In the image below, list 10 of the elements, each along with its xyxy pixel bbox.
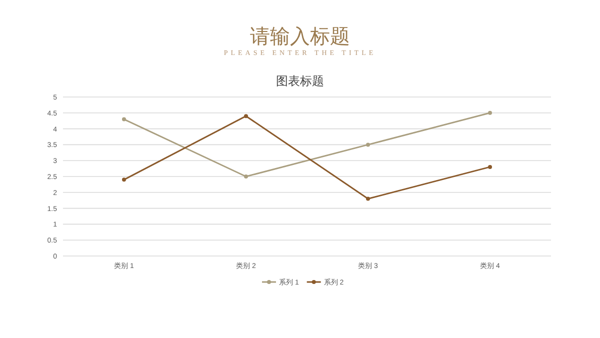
annotation: 图表标题 <box>276 74 324 88</box>
point <box>366 142 370 147</box>
title: 请输入标题 <box>250 26 350 48</box>
point <box>244 174 248 178</box>
point <box>366 196 370 201</box>
point <box>122 178 126 182</box>
point <box>488 164 492 169</box>
point <box>244 114 248 118</box>
point <box>488 110 492 115</box>
point <box>122 117 126 122</box>
